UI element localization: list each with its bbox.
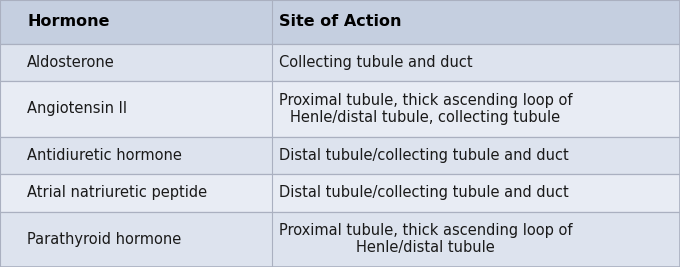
- Text: Antidiuretic hormone: Antidiuretic hormone: [27, 148, 182, 163]
- Bar: [0, 0, 680, 44]
- Bar: [0, 44, 680, 81]
- Bar: [0, 136, 680, 174]
- Text: Site of Action: Site of Action: [279, 14, 401, 29]
- Text: Parathyroid hormone: Parathyroid hormone: [27, 232, 182, 247]
- Text: Distal tubule/collecting tubule and duct: Distal tubule/collecting tubule and duct: [279, 185, 568, 200]
- Text: Proximal tubule, thick ascending loop of
Henle/distal tubule: Proximal tubule, thick ascending loop of…: [279, 223, 573, 256]
- Bar: [0, 81, 680, 136]
- Text: Distal tubule/collecting tubule and duct: Distal tubule/collecting tubule and duct: [279, 148, 568, 163]
- Text: Angiotensin II: Angiotensin II: [27, 101, 127, 116]
- Bar: [0, 174, 680, 211]
- Text: Atrial natriuretic peptide: Atrial natriuretic peptide: [27, 185, 207, 200]
- Bar: [0, 211, 680, 267]
- Text: Hormone: Hormone: [27, 14, 109, 29]
- Text: Collecting tubule and duct: Collecting tubule and duct: [279, 55, 473, 70]
- Text: Aldosterone: Aldosterone: [27, 55, 115, 70]
- Text: Proximal tubule, thick ascending loop of
Henle/distal tubule, collecting tubule: Proximal tubule, thick ascending loop of…: [279, 93, 573, 125]
